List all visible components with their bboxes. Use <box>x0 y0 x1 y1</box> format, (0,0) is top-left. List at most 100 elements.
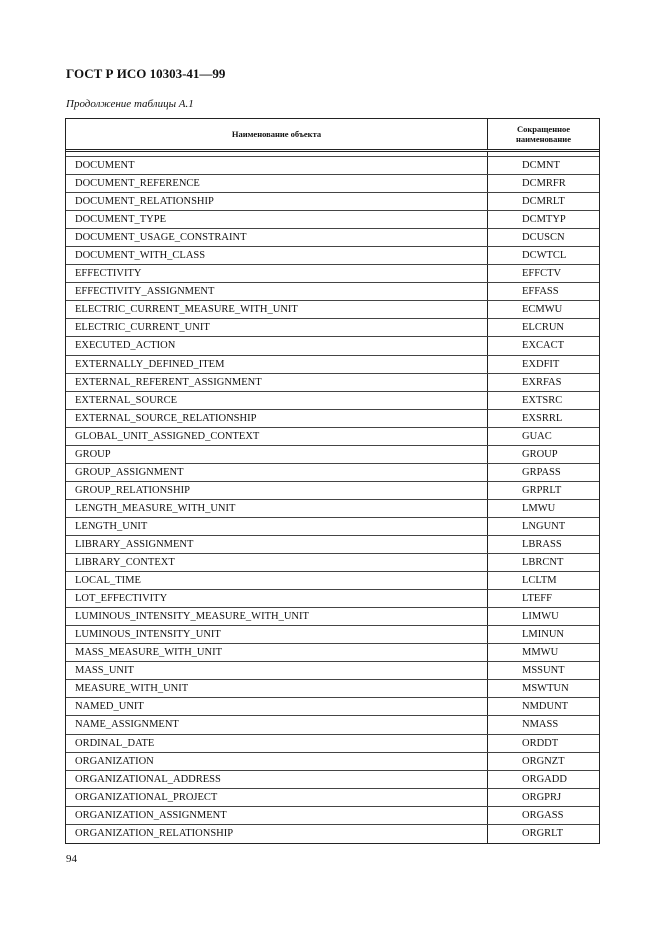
table-row: LUMINOUS_INTENSITY_MEASURE_WITH_UNIT LIMW… <box>66 608 599 627</box>
table-row: GROUP_RELATIONSHIP GRPRLT <box>66 481 599 500</box>
object-name-cell: NAMED_UNIT <box>66 698 488 716</box>
table-row: ORGANIZATION_ASSIGNMENT ORGASS <box>66 806 599 825</box>
object-name-cell: NAME_ASSIGNMENT <box>66 716 488 734</box>
object-name-cell: ORDINAL_DATE <box>66 734 488 752</box>
short-name-cell: LTEFF <box>522 593 552 605</box>
table-row: ORGANIZATIONAL_PROJECT ORGPRJ <box>66 788 599 807</box>
table-row: EXTERNAL_SOURCE EXTSRC <box>66 391 599 410</box>
short-name-cell: ECMWU <box>522 304 563 316</box>
object-name-cell: LOCAL_TIME <box>66 572 488 590</box>
table-row: ORDINAL_DATE ORDDT <box>66 734 599 753</box>
table-row: LIBRARY_CONTEXT LBRCNT <box>66 554 599 573</box>
short-name-cell: EFFCTV <box>522 268 562 280</box>
short-name-cell: LCLTM <box>522 575 557 587</box>
object-name-cell: MEASURE_WITH_UNIT <box>66 680 488 698</box>
table-row: LIBRARY_ASSIGNMENT LBRASS <box>66 535 599 555</box>
table-row: ELECTRIC_CURRENT_UNIT ELCRUN <box>66 319 599 338</box>
short-name-cell: ORGPRJ <box>522 791 562 803</box>
object-name-cell: EXTERNAL_REFERENT_ASSIGNMENT <box>66 373 488 391</box>
short-name-cell: DCMNT <box>522 160 560 172</box>
object-name-cell: ORGANIZATION <box>66 752 488 770</box>
column-header-short-name: Сокращенное наименование <box>516 124 571 144</box>
object-name-cell: GROUP_ASSIGNMENT <box>66 463 488 481</box>
table-row: ORGANIZATION_RELATIONSHIP ORGRLT <box>66 824 599 843</box>
table-row: ELECTRIC_CURRENT_MEASURE_WITH_UNIT ECMWU <box>66 301 599 320</box>
object-name-cell: DOCUMENT_RELATIONSHIP <box>66 193 488 211</box>
object-name-cell: LUMINOUS_INTENSITY_UNIT <box>66 626 488 644</box>
short-name-cell: EXTSRC <box>522 394 563 406</box>
column-header-object-name: Наименование объекта <box>66 119 488 149</box>
short-name-cell: LMWU <box>522 502 556 514</box>
table-row: LENGTH_MEASURE_WITH_UNIT LMWU <box>66 499 599 518</box>
object-name-cell: LENGTH_UNIT <box>66 517 488 535</box>
table-row: LOT_EFFECTIVITY LTEFF <box>66 590 599 609</box>
table-row: DOCUMENT_WITH_CLASS DCWTCL <box>66 247 599 266</box>
short-name-cell: MSSUNT <box>522 665 565 677</box>
object-name-cell: EXTERNALLY_DEFINED_ITEM <box>66 355 488 373</box>
page-number: 94 <box>66 853 77 865</box>
object-name-cell: EFFECTIVITY <box>66 265 488 283</box>
table-spacer <box>66 152 599 157</box>
short-name-cell: DCMTYP <box>522 214 566 226</box>
table-row: EXTERNALLY_DEFINED_ITEM EXDFIT <box>66 355 599 374</box>
document-title: ГОСТ Р ИСО 10303-41—99 <box>66 66 226 81</box>
table-row: GLOBAL_UNIT_ASSIGNED_CONTEXT GUAC <box>66 427 599 446</box>
short-name-cell: ORGADD <box>522 773 567 785</box>
object-name-cell: EXECUTED_ACTION <box>66 337 488 355</box>
object-name-cell: LIBRARY_ASSIGNMENT <box>66 535 488 554</box>
object-name-cell: EFFECTIVITY_ASSIGNMENT <box>66 283 488 301</box>
table-row: EFFECTIVITY EFFCTV <box>66 265 599 284</box>
short-name-cell: EXDFIT <box>522 358 560 370</box>
short-name-cell: EXCACT <box>522 340 564 352</box>
object-name-cell: EXTERNAL_SOURCE_RELATIONSHIP <box>66 409 488 427</box>
table-row: ORGANIZATIONAL_ADDRESS ORGADD <box>66 770 599 789</box>
short-name-cell: EXSRRL <box>522 412 563 424</box>
short-name-cell: ORGASS <box>522 809 564 821</box>
short-name-cell: EXRFAS <box>522 376 562 388</box>
object-name-cell: DOCUMENT <box>66 157 488 175</box>
table-row: NAMED_UNIT NMDUNT <box>66 698 599 717</box>
object-name-cell: LUMINOUS_INTENSITY_MEASURE_WITH_UNIT <box>66 608 488 626</box>
table-row: DOCUMENT_USAGE_CONSTRAINT DCUSCN <box>66 229 599 248</box>
abbreviation-table: Наименование объекта Сокращенное наимено… <box>65 118 600 844</box>
table-row: MASS_MEASURE_WITH_UNIT MMWU <box>66 644 599 663</box>
short-name-cell: ORGNZT <box>522 755 565 767</box>
object-name-cell: DOCUMENT_TYPE <box>66 211 488 229</box>
short-name-cell: GUAC <box>522 430 552 442</box>
short-name-cell: ELCRUN <box>522 322 564 334</box>
object-name-cell: MASS_UNIT <box>66 662 488 680</box>
short-name-cell: LNGUNT <box>522 520 566 532</box>
table-row: MASS_UNIT MSSUNT <box>66 662 599 681</box>
short-name-cell: NMASS <box>522 719 559 731</box>
table-body: DOCUMENT DCMNT DOCUMENT_REFERENCE DCMRFR DOC… <box>66 157 599 843</box>
object-name-cell: ORGANIZATIONAL_ADDRESS <box>66 770 488 788</box>
short-name-cell: MSWTUN <box>522 683 569 695</box>
short-name-cell: DCMRLT <box>522 196 565 208</box>
object-name-cell: ELECTRIC_CURRENT_UNIT <box>66 319 488 337</box>
table-row: LOCAL_TIME LCLTM <box>66 572 599 591</box>
table-row: DOCUMENT_RELATIONSHIP DCMRLT <box>66 193 599 212</box>
short-name-cell: LIMWU <box>522 611 559 623</box>
object-name-cell: ORGANIZATION_ASSIGNMENT <box>66 806 488 824</box>
table-row: EXTERNAL_REFERENT_ASSIGNMENT EXRFAS <box>66 373 599 392</box>
table-row: GROUP GROUP <box>66 445 599 464</box>
object-name-cell: LENGTH_MEASURE_WITH_UNIT <box>66 499 488 517</box>
object-name-cell: ORGANIZATIONAL_PROJECT <box>66 788 488 806</box>
table-row: ORGANIZATION ORGNZT <box>66 752 599 771</box>
object-name-cell: DOCUMENT_USAGE_CONSTRAINT <box>66 229 488 247</box>
object-name-cell: DOCUMENT_REFERENCE <box>66 175 488 193</box>
table-header: Наименование объекта Сокращенное наимено… <box>66 119 599 152</box>
object-name-cell: LOT_EFFECTIVITY <box>66 590 488 608</box>
object-name-cell: ELECTRIC_CURRENT_MEASURE_WITH_UNIT <box>66 301 488 319</box>
table-row: NAME_ASSIGNMENT NMASS <box>66 716 599 735</box>
table-row: EFFECTIVITY_ASSIGNMENT EFFASS <box>66 283 599 302</box>
table-row: DOCUMENT_TYPE DCMTYP <box>66 211 599 230</box>
object-name-cell: GROUP_RELATIONSHIP <box>66 481 488 499</box>
table-row: LENGTH_UNIT LNGUNT <box>66 517 599 536</box>
short-name-cell: DCUSCN <box>522 232 565 244</box>
short-name-cell: LBRASS <box>522 539 562 550</box>
short-name-cell: NMDUNT <box>522 701 569 713</box>
object-name-cell: EXTERNAL_SOURCE <box>66 391 488 409</box>
table-row: EXTERNAL_SOURCE_RELATIONSHIP EXSRRL <box>66 409 599 428</box>
object-name-cell: ORGANIZATION_RELATIONSHIP <box>66 824 488 843</box>
